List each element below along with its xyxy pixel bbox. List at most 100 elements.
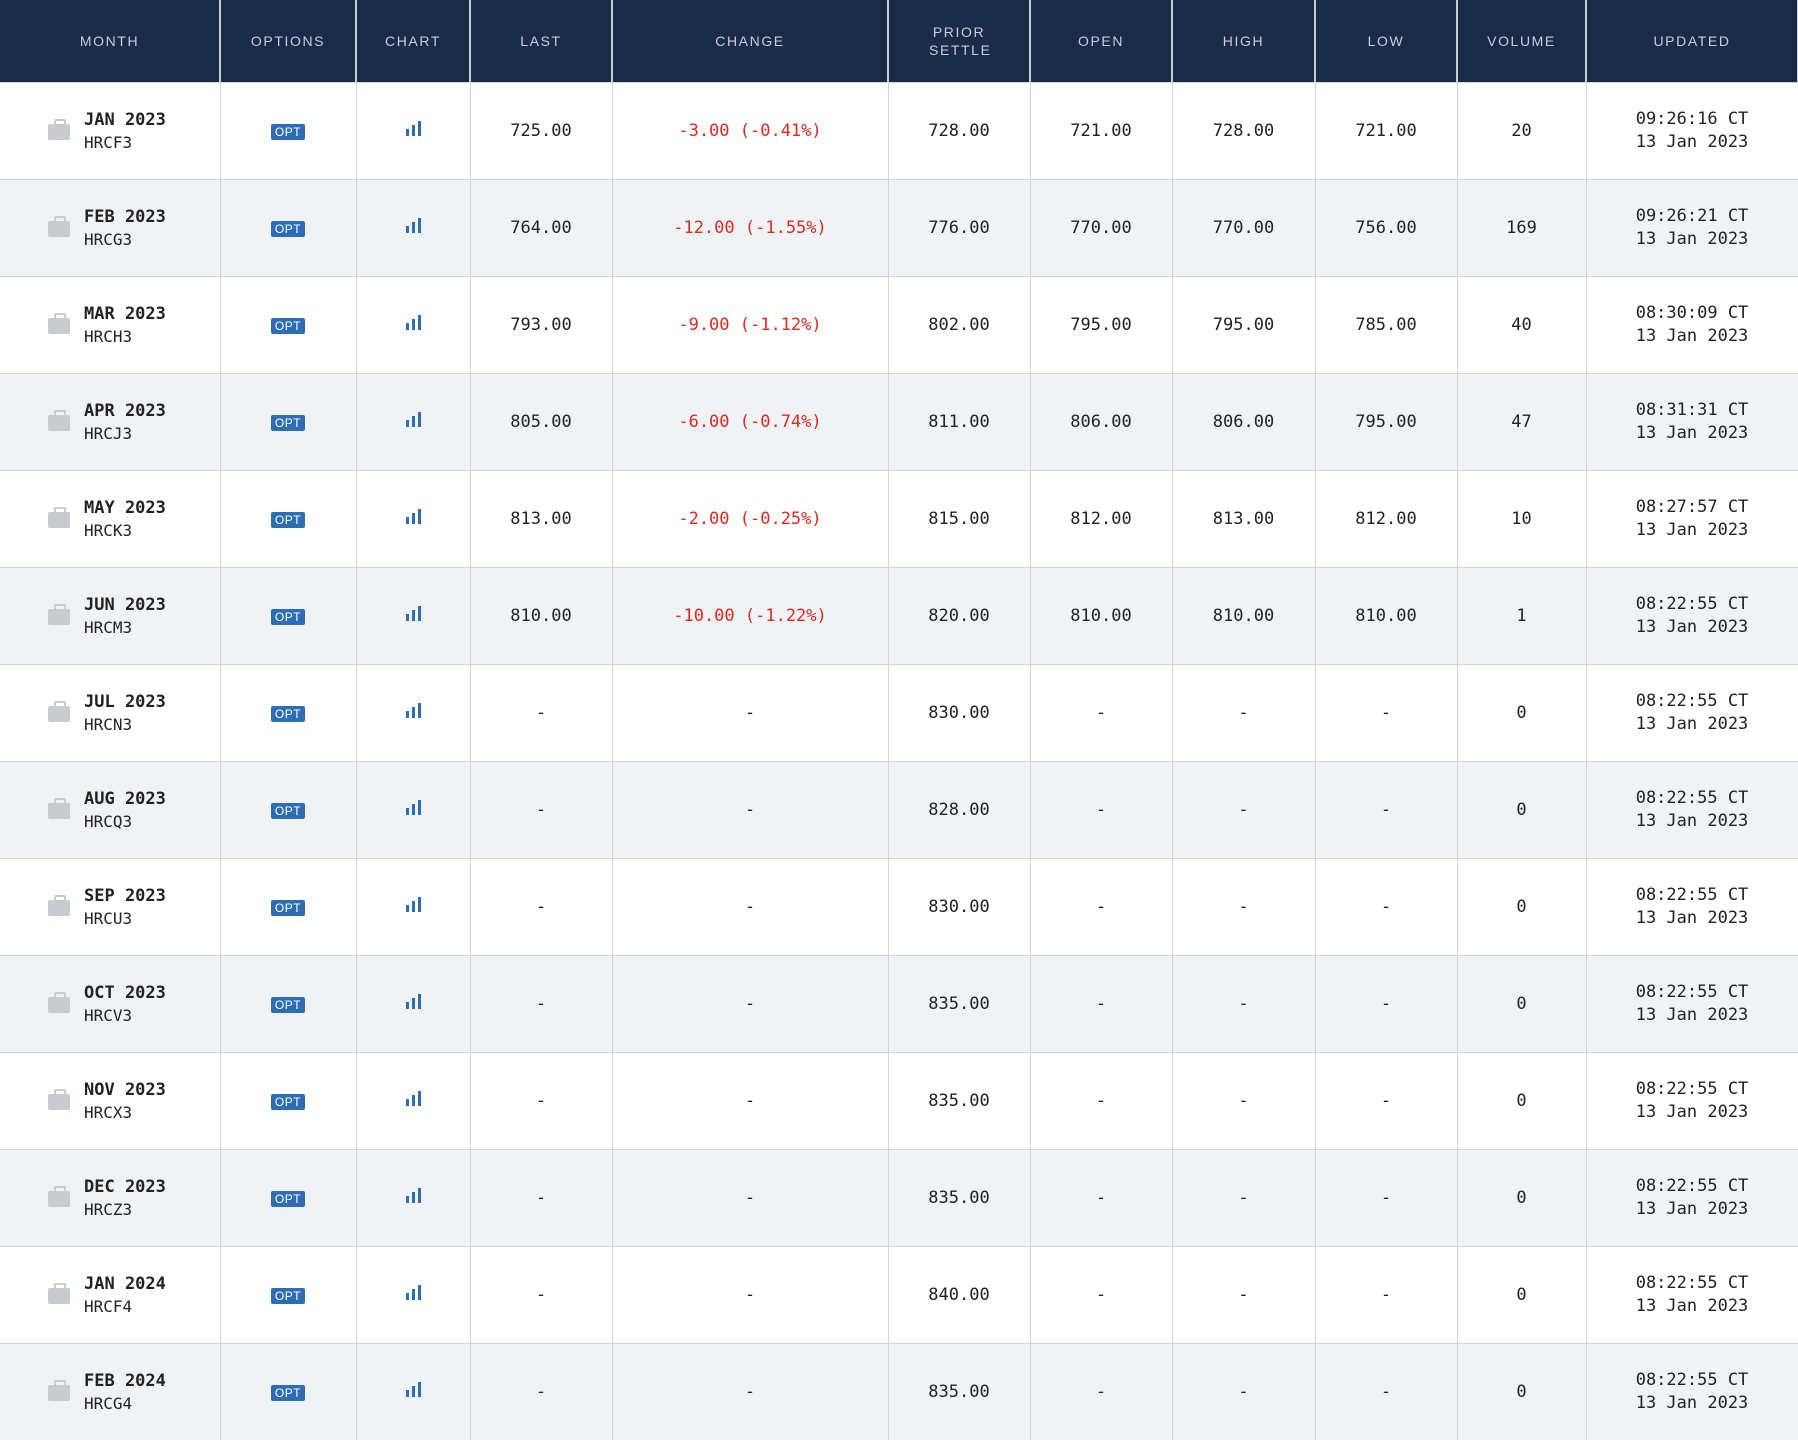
bar-chart-icon[interactable] — [405, 994, 421, 1009]
options-button[interactable]: OPT — [270, 1094, 306, 1110]
bar-chart-icon[interactable] — [405, 509, 421, 524]
contract-month[interactable]: FEB 2023 — [84, 207, 166, 227]
contract-month[interactable]: JAN 2023 — [84, 110, 166, 130]
briefcase-icon — [48, 1089, 70, 1110]
options-button[interactable]: OPT — [270, 512, 306, 528]
low-cell: 810.00 — [1315, 567, 1458, 665]
bar-chart-icon[interactable] — [405, 606, 421, 621]
high-cell: 770.00 — [1172, 179, 1316, 277]
contract-month[interactable]: MAY 2023 — [84, 498, 166, 518]
volume-cell: 0 — [1457, 664, 1587, 762]
month-cell: FEB 2023 HRCG3 — [0, 179, 221, 277]
contract-month[interactable]: NOV 2023 — [84, 1080, 166, 1100]
options-button[interactable]: OPT — [270, 1191, 306, 1207]
updated-date: 13 Jan 2023 — [1635, 811, 1749, 831]
updated-date: 13 Jan 2023 — [1635, 714, 1749, 734]
contract-code: HRCF3 — [84, 133, 133, 152]
table-header-row: MONTH OPTIONS CHART LAST CHANGE PRIOR SETTLE O… — [0, 0, 1798, 83]
prior-settle-cell: 828.00 — [888, 761, 1031, 859]
month-cell: FEB 2024 HRCG4 — [0, 1343, 221, 1440]
briefcase-icon — [48, 119, 70, 140]
updated-cell: 08:22:55 CT 13 Jan 2023 — [1586, 1246, 1798, 1344]
options-button[interactable]: OPT — [270, 900, 306, 916]
options-button[interactable]: OPT — [270, 609, 306, 625]
updated-cell: 08:22:55 CT 13 Jan 2023 — [1586, 955, 1798, 1053]
open-cell: - — [1030, 1149, 1173, 1247]
column-header-change: CHANGE — [612, 0, 889, 83]
open-cell: 812.00 — [1030, 470, 1173, 568]
options-cell: OPT — [220, 858, 357, 956]
bar-chart-icon[interactable] — [405, 703, 421, 718]
chart-cell — [356, 373, 471, 471]
volume-cell: 0 — [1457, 858, 1587, 956]
month-cell: MAR 2023 HRCH3 — [0, 276, 221, 374]
updated-date: 13 Jan 2023 — [1635, 1296, 1749, 1316]
contract-month[interactable]: JAN 2024 — [84, 1274, 166, 1294]
contract-month[interactable]: APR 2023 — [84, 401, 166, 421]
last-cell: - — [470, 1149, 613, 1247]
volume-cell: 0 — [1457, 1343, 1587, 1440]
contract-month[interactable]: MAR 2023 — [84, 304, 166, 324]
prior-settle-cell: 835.00 — [888, 1149, 1031, 1247]
options-cell: OPT — [220, 276, 357, 374]
briefcase-icon — [48, 992, 70, 1013]
volume-cell: 0 — [1457, 955, 1587, 1053]
chart-cell — [356, 276, 471, 374]
change-cell: -6.00 (-0.74%) — [612, 373, 889, 471]
column-header-last: LAST — [470, 0, 613, 83]
contract-month[interactable]: JUL 2023 — [84, 692, 166, 712]
high-cell: 810.00 — [1172, 567, 1316, 665]
open-cell: - — [1030, 1343, 1173, 1440]
high-cell: - — [1172, 761, 1316, 859]
change-cell: -10.00 (-1.22%) — [612, 567, 889, 665]
contract-code: HRCG3 — [84, 230, 133, 249]
bar-chart-icon[interactable] — [405, 412, 421, 427]
bar-chart-icon[interactable] — [405, 1091, 421, 1106]
updated-time: 08:22:55 CT — [1635, 1370, 1749, 1390]
options-button[interactable]: OPT — [270, 318, 306, 334]
options-button[interactable]: OPT — [270, 221, 306, 237]
contract-month[interactable]: SEP 2023 — [84, 886, 166, 906]
table-row: MAR 2023 HRCH3 OPT 793.00 -9.00 (-1.12%) 802.… — [0, 276, 1798, 374]
change-cell: -12.00 (-1.55%) — [612, 179, 889, 277]
chart-cell — [356, 1343, 471, 1440]
high-cell: - — [1172, 1343, 1316, 1440]
options-button[interactable]: OPT — [270, 997, 306, 1013]
updated-cell: 08:22:55 CT 13 Jan 2023 — [1586, 858, 1798, 956]
volume-cell: 40 — [1457, 276, 1587, 374]
updated-cell: 08:30:09 CT 13 Jan 2023 — [1586, 276, 1798, 374]
chart-cell — [356, 470, 471, 568]
updated-time: 08:22:55 CT — [1635, 885, 1749, 905]
bar-chart-icon[interactable] — [405, 121, 421, 136]
bar-chart-icon[interactable] — [405, 218, 421, 233]
options-button[interactable]: OPT — [270, 1385, 306, 1401]
options-cell: OPT — [220, 567, 357, 665]
bar-chart-icon[interactable] — [405, 315, 421, 330]
volume-cell: 0 — [1457, 1052, 1587, 1150]
low-cell: - — [1315, 1343, 1458, 1440]
options-button[interactable]: OPT — [270, 124, 306, 140]
bar-chart-icon[interactable] — [405, 1382, 421, 1397]
high-cell: 795.00 — [1172, 276, 1316, 374]
options-button[interactable]: OPT — [270, 706, 306, 722]
last-cell: 805.00 — [470, 373, 613, 471]
bar-chart-icon[interactable] — [405, 800, 421, 815]
high-cell: 728.00 — [1172, 82, 1316, 180]
options-button[interactable]: OPT — [270, 1288, 306, 1304]
bar-chart-icon[interactable] — [405, 1285, 421, 1300]
contract-month[interactable]: FEB 2024 — [84, 1371, 166, 1391]
contract-month[interactable]: OCT 2023 — [84, 983, 166, 1003]
table-row: JUN 2023 HRCM3 OPT 810.00 -10.00 (-1.22%) 820… — [0, 567, 1798, 665]
contract-month[interactable]: DEC 2023 — [84, 1177, 166, 1197]
contract-month[interactable]: JUN 2023 — [84, 595, 166, 615]
table-row: NOV 2023 HRCX3 OPT - -835.00- - -0 08:22:55 CT 1… — [0, 1052, 1798, 1150]
options-button[interactable]: OPT — [270, 415, 306, 431]
updated-date: 13 Jan 2023 — [1635, 1005, 1749, 1025]
contract-month[interactable]: AUG 2023 — [84, 789, 166, 809]
open-cell: 795.00 — [1030, 276, 1173, 374]
bar-chart-icon[interactable] — [405, 897, 421, 912]
volume-cell: 20 — [1457, 82, 1587, 180]
options-button[interactable]: OPT — [270, 803, 306, 819]
prior-settle-cell: 835.00 — [888, 1343, 1031, 1440]
bar-chart-icon[interactable] — [405, 1188, 421, 1203]
